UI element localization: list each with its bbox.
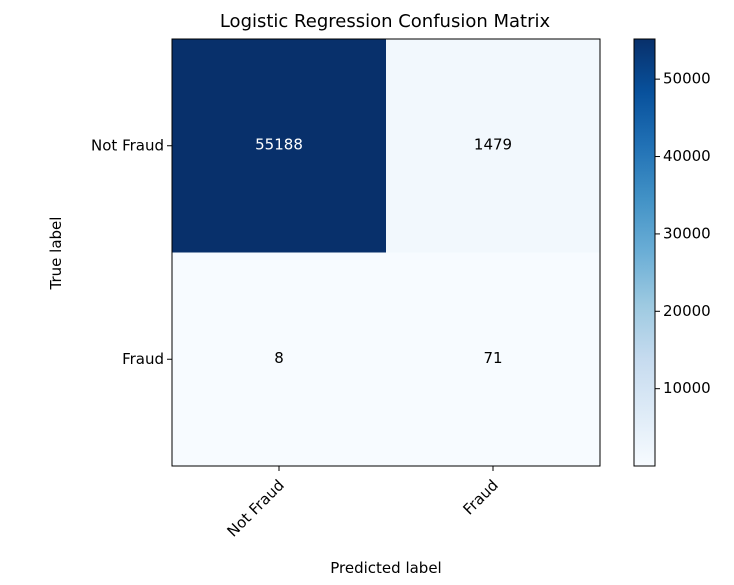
plot-area: 55188 1479 8 71 xyxy=(171,38,601,467)
cell-value-label: 71 xyxy=(483,349,502,367)
x-axis-label: Predicted label xyxy=(330,559,441,577)
y-axis-label: True label xyxy=(47,217,65,291)
colorbar-tick-label: 30000 xyxy=(663,224,711,242)
colorbar-tick-label: 40000 xyxy=(663,147,711,165)
x-tick-label: Fraud xyxy=(459,476,501,518)
colorbar-tick-label: 50000 xyxy=(663,70,711,88)
colorbar-ticks: 10000 20000 30000 40000 50000 xyxy=(655,70,711,397)
cell-value-label: 1479 xyxy=(474,135,512,153)
heatmap-cells xyxy=(172,39,600,466)
heatmap-cell xyxy=(172,39,386,253)
colorbar: 10000 20000 30000 40000 50000 xyxy=(633,38,711,467)
heatmap-cell-labels: 55188 1479 8 71 xyxy=(255,135,512,367)
heatmap-cell xyxy=(172,252,386,466)
colorbar-tick-label: 20000 xyxy=(663,302,711,320)
y-tick-label: Fraud xyxy=(122,350,164,368)
x-axis-ticks: Not Fraud Fraud xyxy=(223,466,502,540)
heatmap-cell xyxy=(386,39,600,253)
colorbar-tick-label: 10000 xyxy=(663,379,711,397)
cell-value-label: 8 xyxy=(274,349,284,367)
x-tick-label: Not Fraud xyxy=(223,476,287,540)
heatmap-cell xyxy=(386,252,600,466)
colorbar-gradient xyxy=(633,38,656,467)
y-tick-label: Not Fraud xyxy=(91,136,164,154)
plot-frame xyxy=(171,38,601,467)
chart-title: Logistic Regression Confusion Matrix xyxy=(220,11,551,32)
y-axis-ticks: Not Fraud Fraud xyxy=(91,136,172,368)
cell-value-label: 55188 xyxy=(255,135,303,153)
